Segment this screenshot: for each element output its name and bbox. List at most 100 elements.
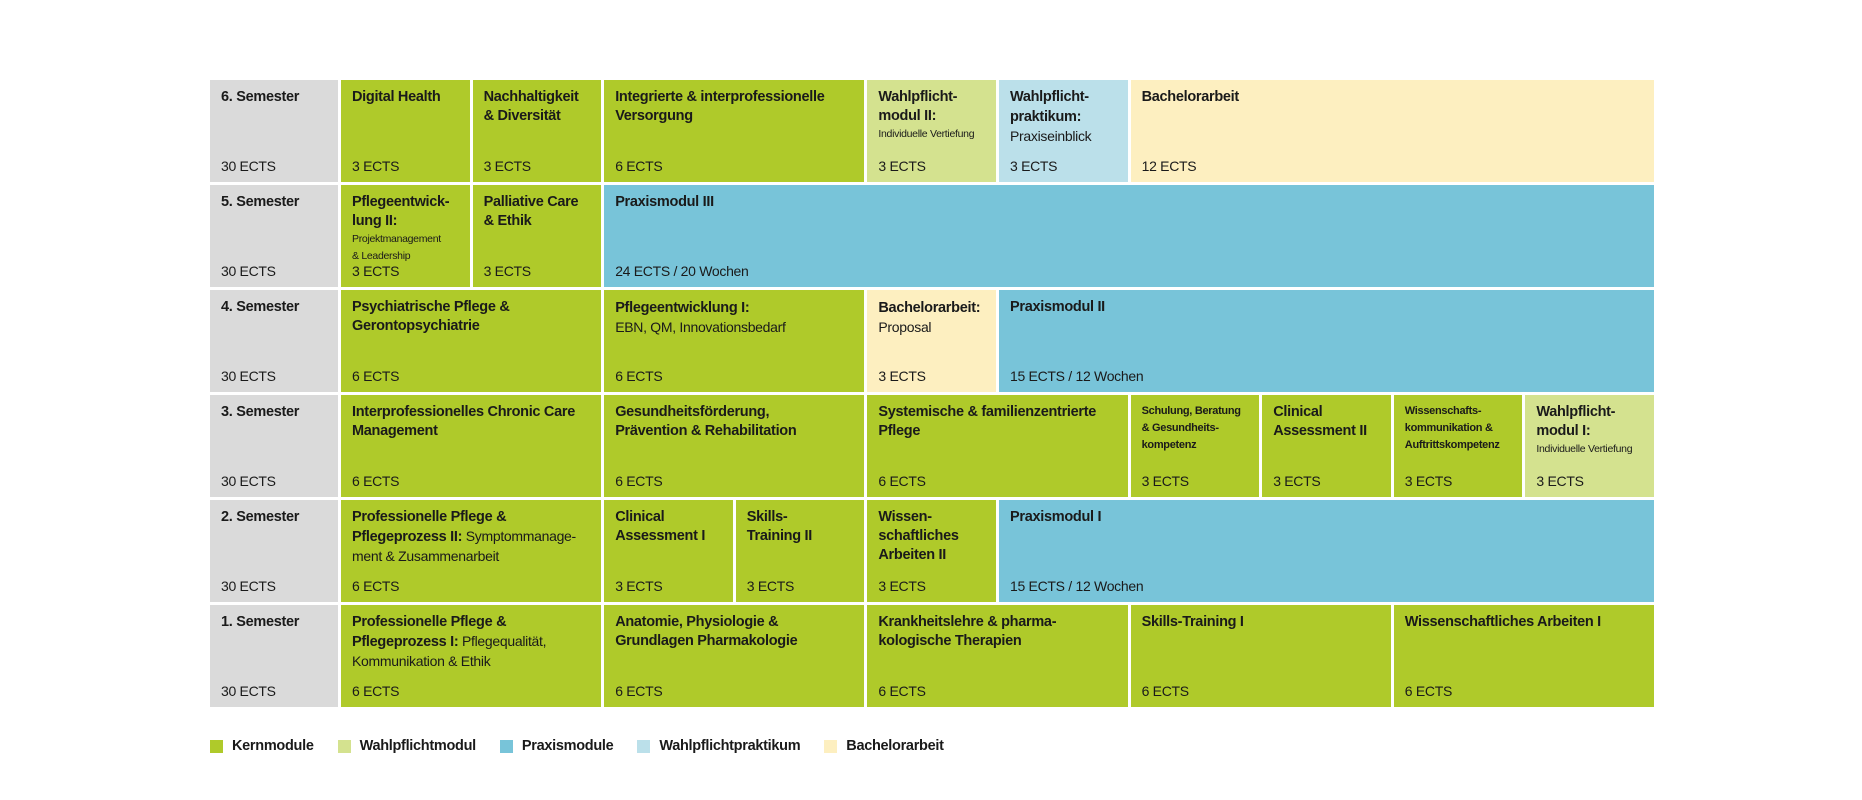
module-ects: 3 ECTS bbox=[1536, 473, 1584, 489]
legend-item: Wahlpflichtmodul bbox=[337, 738, 476, 754]
module-ects: 3 ECTS bbox=[483, 158, 532, 174]
module-ects: 6 ECTS bbox=[1404, 683, 1453, 699]
module-title: Praxismodul I bbox=[1010, 508, 1643, 527]
module-title-text: Wissenschafts- kommunikation & Auftritts… bbox=[1404, 405, 1500, 451]
module-ects: 3 ECTS bbox=[483, 263, 532, 279]
module-title: Psychiatrische Pflege & Gerontopsychiatr… bbox=[352, 298, 590, 336]
module-title-text: Bachelorarbeit: bbox=[878, 300, 981, 316]
module-title-text: Krankheitslehre & pharma- kologische The… bbox=[878, 614, 1057, 649]
module-ects: 3 ECTS bbox=[352, 263, 400, 279]
module-ects: 6 ECTS bbox=[878, 473, 926, 489]
module-title-text: Interprofessionelles Chronic Care Manage… bbox=[352, 404, 575, 439]
module-cell: Praxismodul I 15 ECTS / 12 Wochen bbox=[999, 500, 1654, 602]
module-title: Wissen- schaftliches Arbeiten II bbox=[878, 508, 985, 565]
semester-ects: 30 ECTS bbox=[221, 158, 276, 174]
module-cell: Palliative Care & Ethik 3 ECTS bbox=[472, 185, 602, 287]
module-cell: Pflegeentwick- lung II: Projektmanagement… bbox=[341, 185, 470, 287]
module-subtitle: EBN, QM, Innovationsbedarf bbox=[615, 319, 786, 335]
module-cell: Professionelle Pflege & Pflegeprozess I:… bbox=[341, 605, 602, 707]
module-cell: Skills- Training II 3 ECTS bbox=[735, 500, 865, 602]
module-cell: Wissenschaftliches Arbeiten I 6 ECTS bbox=[1393, 605, 1654, 707]
module-title-text: Clinical Assessment I bbox=[615, 509, 706, 544]
module-title: Schulung, Beratung & Gesundheits- kompet… bbox=[1142, 403, 1249, 454]
module-cell: Krankheitslehre & pharma- kologische The… bbox=[867, 605, 1128, 707]
module-title: Praxismodul II bbox=[1010, 298, 1643, 317]
semester-name: 4. Semester bbox=[221, 299, 300, 315]
legend-swatch-icon bbox=[499, 739, 513, 753]
module-cell: Pflegeentwicklung I: EBN, QM, Innovation… bbox=[604, 290, 865, 392]
semester-label-cell: 6. Semester 30 ECTS bbox=[210, 80, 338, 182]
module-ects: 3 ECTS bbox=[746, 578, 795, 594]
legend-label: Wahlpflichtpraktikum bbox=[659, 738, 801, 754]
module-cell: Interprofessionelles Chronic Care Manage… bbox=[341, 395, 602, 497]
module-cell: Clinical Assessment II 3 ECTS bbox=[1262, 395, 1391, 497]
module-title: Skills- Training II bbox=[747, 508, 854, 546]
semester-ects: 30 ECTS bbox=[221, 473, 276, 489]
module-title-text: Anatomie, Physiologie & Grundlagen Pharm… bbox=[615, 614, 798, 649]
module-subtitle: Individuelle Vertiefung bbox=[878, 128, 975, 140]
module-title: Pflegeentwick- lung II: Projektmanagement… bbox=[352, 193, 459, 265]
module-title-text: Gesundheitsförderung, Prävention & Rehab… bbox=[615, 404, 797, 439]
module-cell: Skills-Training I 6 ECTS bbox=[1130, 605, 1391, 707]
legend-item: Praxismodule bbox=[499, 738, 614, 754]
module-title: Krankheitslehre & pharma- kologische The… bbox=[878, 613, 1116, 651]
module-title-text: Skills- Training II bbox=[746, 509, 812, 544]
module-subtitle: Proposal bbox=[878, 319, 932, 335]
module-title: Wissenschafts- kommunikation & Auftritts… bbox=[1405, 403, 1512, 454]
module-title-text: Psychiatrische Pflege & Gerontopsychiatr… bbox=[352, 299, 510, 334]
module-title-text: Wahlpflicht- modul I: bbox=[1536, 404, 1616, 439]
module-title: Professionelle Pflege & Pflegeprozess I:… bbox=[352, 613, 590, 672]
module-ects: 6 ECTS bbox=[352, 683, 400, 699]
module-title-text: Nachhaltigkeit & Diversität bbox=[483, 89, 579, 124]
module-title-text: Skills-Training I bbox=[1141, 614, 1244, 630]
module-cell: Wissenschafts- kommunikation & Auftritts… bbox=[1393, 395, 1523, 497]
legend-label: Kernmodule bbox=[232, 738, 314, 754]
module-title: Palliative Care & Ethik bbox=[484, 193, 591, 231]
semester-label-cell: 4. Semester 30 ECTS bbox=[210, 290, 338, 392]
legend-label: Bachelorarbeit bbox=[846, 738, 944, 754]
module-cell: Digital Health 3 ECTS bbox=[341, 80, 470, 182]
module-subtitle: Symptommanage- ment & Zusammenarbeit bbox=[352, 528, 576, 564]
module-cell: Clinical Assessment I 3 ECTS bbox=[604, 500, 733, 602]
module-ects: 3 ECTS bbox=[878, 158, 926, 174]
module-subtitle: Individuelle Vertiefung bbox=[1536, 443, 1633, 455]
module-ects: 3 ECTS bbox=[1010, 158, 1058, 174]
module-cell: Praxismodul III 24 ECTS / 20 Wochen bbox=[604, 185, 1654, 287]
semester-ects: 30 ECTS bbox=[221, 578, 276, 594]
module-title: Interprofessionelles Chronic Care Manage… bbox=[352, 403, 590, 441]
semester-name: 1. Semester bbox=[221, 614, 300, 630]
module-ects: 3 ECTS bbox=[1141, 473, 1190, 489]
module-title: Praxismodul III bbox=[615, 193, 1643, 212]
module-title-text: Wahlpflicht- praktikum: bbox=[1010, 89, 1089, 125]
semester-name: 5. Semester bbox=[221, 194, 300, 210]
module-title: Anatomie, Physiologie & Grundlagen Pharm… bbox=[615, 613, 853, 651]
module-ects: 6 ECTS bbox=[352, 473, 400, 489]
module-cell: Systemische & familienzentrierte Pflege 6… bbox=[867, 395, 1128, 497]
module-title-text: Wissenschaftliches Arbeiten I bbox=[1404, 614, 1601, 630]
semester-ects: 30 ECTS bbox=[221, 263, 276, 279]
module-title-text: Clinical Assessment II bbox=[1273, 404, 1367, 439]
semester-label-cell: 3. Semester 30 ECTS bbox=[210, 395, 338, 497]
module-title: Bachelorarbeit bbox=[1142, 88, 1643, 107]
module-ects: 3 ECTS bbox=[1404, 473, 1453, 489]
module-title: Pflegeentwicklung I: EBN, QM, Innovation… bbox=[615, 298, 853, 338]
module-title: Clinical Assessment II bbox=[1273, 403, 1380, 441]
module-cell: Psychiatrische Pflege & Gerontopsychiatr… bbox=[341, 290, 602, 392]
module-title-text: Integrierte & interprofessionelle Versor… bbox=[615, 89, 825, 124]
module-ects: 6 ECTS bbox=[352, 578, 400, 594]
module-ects: 24 ECTS / 20 Wochen bbox=[615, 263, 749, 279]
module-title-text: Professionelle Pflege & Pflegeprozess II… bbox=[352, 509, 507, 545]
semester-ects: 30 ECTS bbox=[221, 683, 276, 699]
module-cell: Professionelle Pflege & Pflegeprozess II… bbox=[341, 500, 602, 602]
module-title: Professionelle Pflege & Pflegeprozess II… bbox=[352, 508, 590, 567]
semester-name: 3. Semester bbox=[221, 404, 300, 420]
module-title: Wahlpflicht- praktikum: Praxiseinblick bbox=[1010, 88, 1117, 147]
module-cell: Bachelorarbeit 12 ECTS bbox=[1130, 80, 1654, 182]
module-ects: 15 ECTS / 12 Wochen bbox=[1010, 368, 1144, 384]
module-ects: 6 ECTS bbox=[1141, 683, 1190, 699]
module-title-text: Pflegeentwick- lung II: bbox=[352, 194, 450, 229]
module-cell: Nachhaltigkeit & Diversität 3 ECTS bbox=[472, 80, 602, 182]
semester-name: 2. Semester bbox=[221, 509, 300, 525]
module-title-text: Professionelle Pflege & Pflegeprozess I: bbox=[352, 614, 507, 650]
curriculum-grid: 6. Semester 30 ECTS Digital Health 3 ECTS Na… bbox=[210, 80, 1654, 707]
